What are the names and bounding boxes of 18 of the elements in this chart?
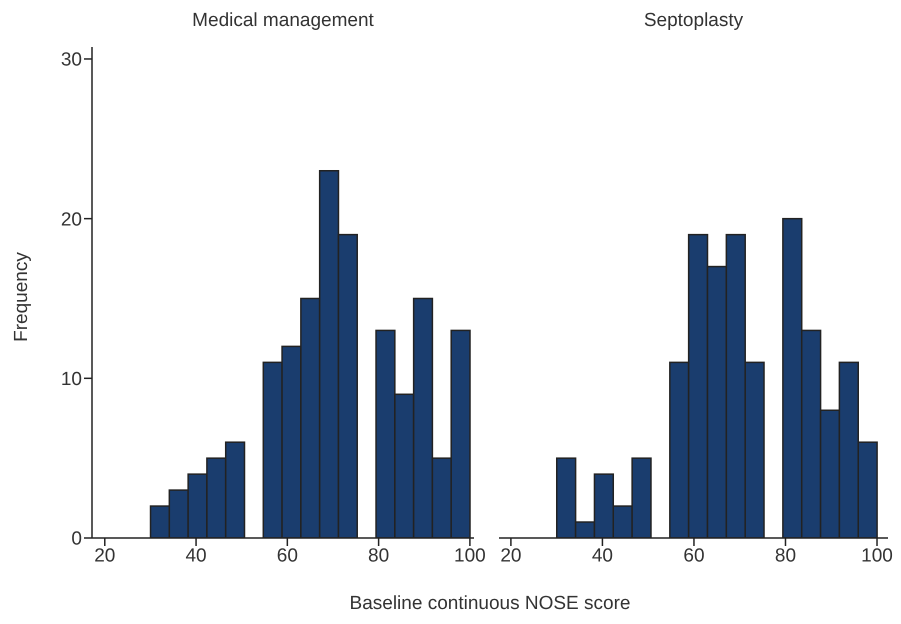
x-tick-label: 100: [861, 545, 893, 566]
y-tick-label: 0: [71, 528, 82, 550]
x-tick-label: 80: [368, 545, 390, 566]
chart-title: Medical management: [191, 10, 375, 32]
x-tick-label: 20: [94, 545, 116, 566]
x-tick-label: 40: [592, 545, 613, 566]
x-axis-title: Baseline continuous NOSE score: [348, 593, 632, 615]
x-tick-label: 20: [500, 545, 522, 566]
x-tick-label: 80: [774, 545, 796, 566]
x-tick-label: 60: [276, 545, 298, 566]
y-tick-label: 30: [60, 50, 82, 71]
chart-title: Septoplasty: [642, 10, 744, 32]
x-tick-label: 100: [454, 545, 486, 566]
y-axis-title: Frequency: [11, 251, 33, 344]
y-tick-label: 10: [60, 369, 82, 390]
x-tick-label: 40: [185, 545, 207, 566]
y-tick-label: 20: [60, 209, 82, 230]
x-tick-label: 60: [683, 545, 705, 566]
